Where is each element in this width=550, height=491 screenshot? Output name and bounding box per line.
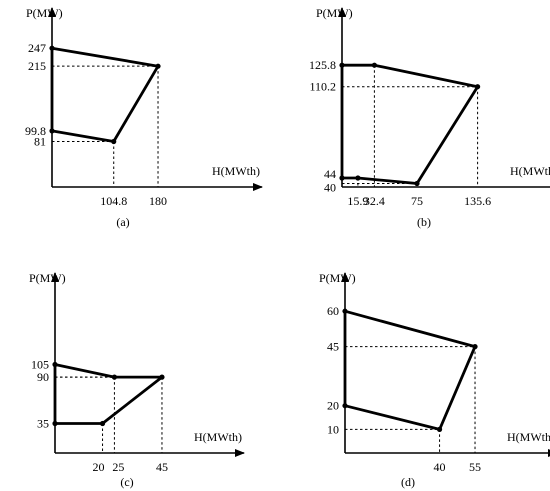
x-axis-label: H(MWth) — [507, 430, 550, 444]
y-tick-label: 81 — [34, 134, 46, 148]
region-vertex — [355, 175, 361, 181]
y-axis-label: P(MW) — [26, 6, 63, 20]
region-vertex — [371, 62, 377, 68]
region-vertex — [414, 180, 420, 187]
region-vertex — [49, 128, 55, 134]
x-tick-label: 45 — [156, 460, 168, 474]
x-axis-arrow — [235, 449, 245, 457]
x-tick-label: 20 — [93, 460, 105, 474]
region-vertex — [111, 138, 117, 145]
x-axis-label: H(MWth) — [510, 164, 550, 178]
y-axis-label: P(MW) — [316, 6, 353, 20]
x-tick-label: 40 — [434, 460, 446, 474]
y-tick-label: 247 — [28, 41, 46, 55]
y-tick-label: 60 — [327, 304, 339, 318]
x-axis-label: H(MWth) — [212, 164, 260, 178]
region-vertex — [159, 374, 165, 380]
y-axis-arrow — [51, 272, 59, 282]
chart-panel-1: P(MW) H(MWth) 15.932.4 75 135.6 125.8 110.2 444… — [309, 6, 550, 229]
y-tick-label: 215 — [28, 59, 46, 73]
x-tick-label: 32.4 — [364, 194, 385, 208]
region-vertex — [155, 63, 161, 69]
region-vertex — [436, 426, 443, 432]
chart-panel-0: P(MW) H(MWth) 104.8 180 247 215 99.881 (a) — [25, 6, 263, 229]
x-tick-label: 75 — [411, 194, 423, 208]
x-tick-label: 135.6 — [464, 194, 491, 208]
y-tick-label: 10 — [327, 422, 339, 436]
region-vertex — [111, 374, 118, 380]
region-vertex — [49, 45, 55, 51]
region-vertex — [52, 420, 58, 427]
y-tick-label: 110.2 — [309, 80, 336, 94]
y-tick-label: 99.8 — [25, 124, 46, 138]
y-axis-arrow — [48, 7, 56, 17]
region-vertex — [52, 361, 58, 368]
x-tick-label: 104.8 — [100, 194, 127, 208]
x-axis-label: H(MWth) — [194, 430, 242, 444]
y-tick-label: 44 — [324, 167, 336, 181]
region-vertex — [339, 175, 345, 181]
x-tick-label: 180 — [149, 194, 167, 208]
y-axis-label: P(MW) — [29, 271, 66, 285]
y-tick-label: 105 — [31, 357, 49, 371]
y-axis-label: P(MW) — [319, 271, 356, 285]
y-tick-label: 35 — [37, 416, 49, 430]
y-tick-label: 40 — [324, 181, 336, 195]
y-tick-label: 20 — [327, 399, 339, 413]
y-axis-arrow — [338, 7, 346, 17]
region-vertex — [342, 308, 348, 314]
region-vertex — [99, 420, 106, 427]
panel-label: (a) — [116, 215, 129, 229]
feasible-region-outline — [343, 309, 477, 431]
panel-label: (c) — [120, 475, 133, 489]
region-vertex — [342, 403, 348, 409]
y-tick-label: 90 — [37, 370, 49, 384]
region-vertex — [475, 84, 481, 90]
chart-panel-3: P(MW) H(MWth) 40 55 60 45 20 10 (d) — [319, 271, 550, 489]
panel-label: (d) — [401, 475, 415, 489]
feasible-region-outline — [53, 363, 164, 425]
y-axis-arrow — [341, 272, 349, 282]
x-axis-arrow — [253, 183, 263, 191]
feasible-region-outline — [340, 63, 480, 185]
y-tick-label: 45 — [327, 340, 339, 354]
x-tick-label: 55 — [469, 460, 481, 474]
feasible-region-outline — [50, 46, 160, 143]
region-vertex — [472, 344, 478, 350]
panel-label: (b) — [417, 215, 431, 229]
y-tick-label: 125.8 — [309, 58, 336, 72]
x-tick-label: 15.9 — [347, 194, 368, 208]
x-tick-label: 25 — [112, 460, 124, 474]
